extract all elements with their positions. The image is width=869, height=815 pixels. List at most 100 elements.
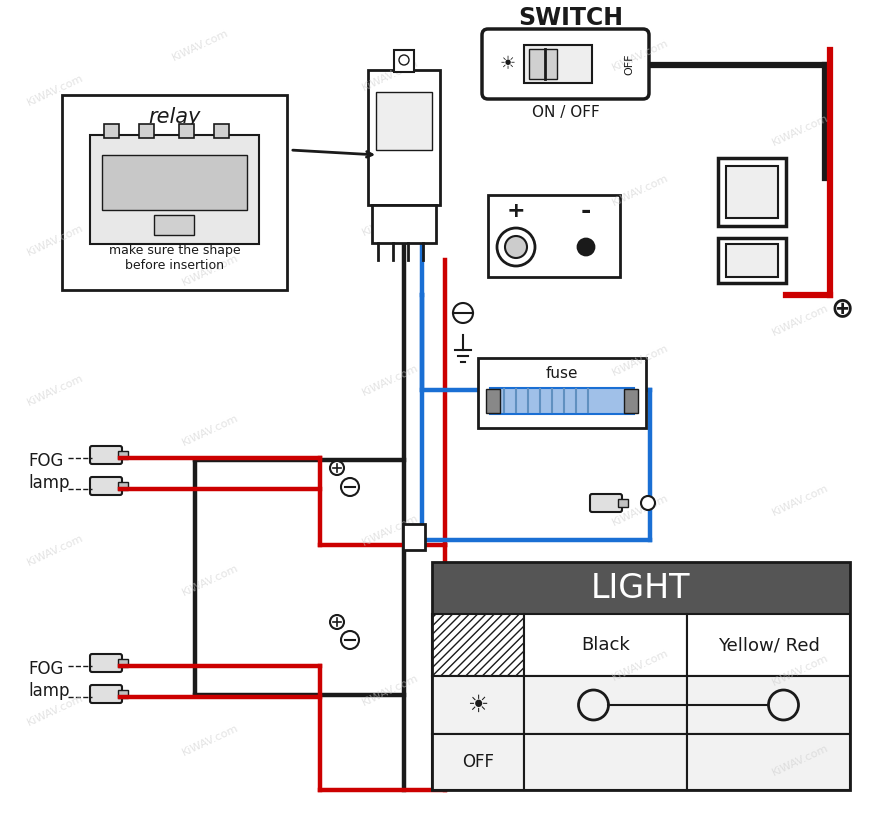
- Text: KiWAV.com: KiWAV.com: [769, 742, 829, 778]
- Bar: [432, 614, 523, 676]
- Text: OFF: OFF: [461, 753, 494, 771]
- Bar: [523, 676, 687, 734]
- Circle shape: [341, 478, 359, 496]
- FancyBboxPatch shape: [90, 685, 122, 703]
- Text: KiWAV.com: KiWAV.com: [609, 173, 669, 208]
- Text: LIGHT: LIGHT: [591, 571, 690, 605]
- Text: KiWAV.com: KiWAV.com: [769, 302, 829, 337]
- Bar: [179, 124, 194, 138]
- Bar: [432, 562, 849, 614]
- Bar: [118, 451, 128, 459]
- Circle shape: [329, 615, 343, 629]
- Text: relay: relay: [148, 107, 201, 127]
- FancyBboxPatch shape: [481, 29, 648, 99]
- Text: KiWAV.com: KiWAV.com: [180, 412, 240, 447]
- FancyBboxPatch shape: [90, 135, 259, 244]
- Text: KiWAV.com: KiWAV.com: [360, 58, 420, 92]
- Bar: [687, 676, 849, 734]
- Bar: [432, 562, 849, 790]
- Bar: [523, 614, 687, 676]
- Text: KiWAV.com: KiWAV.com: [25, 372, 85, 408]
- Circle shape: [640, 496, 654, 510]
- Bar: [486, 389, 500, 413]
- Text: Black: Black: [580, 636, 629, 654]
- Text: KiWAV.com: KiWAV.com: [180, 253, 240, 288]
- Bar: [62, 95, 287, 290]
- Text: KiWAV.com: KiWAV.com: [180, 562, 240, 597]
- Bar: [617, 499, 627, 507]
- Text: KiWAV.com: KiWAV.com: [360, 672, 420, 707]
- Bar: [104, 124, 119, 138]
- Text: KiWAV.com: KiWAV.com: [360, 202, 420, 237]
- Bar: [488, 195, 620, 277]
- Bar: [118, 690, 128, 698]
- Text: KiWAV.com: KiWAV.com: [25, 222, 85, 258]
- Bar: [372, 205, 435, 243]
- Bar: [523, 734, 687, 790]
- Bar: [214, 124, 229, 138]
- Circle shape: [496, 228, 534, 266]
- Text: KiWAV.com: KiWAV.com: [25, 532, 85, 567]
- Text: ON / OFF: ON / OFF: [531, 105, 599, 121]
- Circle shape: [329, 461, 343, 475]
- Bar: [687, 734, 849, 790]
- Text: KiWAV.com: KiWAV.com: [769, 482, 829, 518]
- Circle shape: [399, 55, 408, 65]
- Text: KiWAV.com: KiWAV.com: [25, 73, 85, 108]
- Circle shape: [341, 631, 359, 649]
- Text: KiWAV.com: KiWAV.com: [769, 112, 829, 148]
- Bar: [725, 166, 777, 218]
- Text: ☀: ☀: [500, 55, 515, 73]
- Text: KiWAV.com: KiWAV.com: [769, 653, 829, 688]
- Text: Yellow/ Red: Yellow/ Red: [717, 636, 819, 654]
- Circle shape: [504, 236, 527, 258]
- Bar: [375, 92, 432, 150]
- Bar: [717, 158, 785, 226]
- Text: make sure the shape
before insertion: make sure the shape before insertion: [109, 244, 240, 272]
- Text: KiWAV.com: KiWAV.com: [609, 37, 669, 73]
- Text: +: +: [506, 201, 525, 221]
- Text: ☀: ☀: [467, 693, 488, 717]
- Circle shape: [767, 690, 798, 720]
- Bar: [402, 524, 425, 550]
- Text: KiWAV.com: KiWAV.com: [609, 492, 669, 527]
- Text: fuse: fuse: [545, 365, 578, 381]
- Text: -: -: [580, 199, 591, 223]
- Text: KiWAV.com: KiWAV.com: [609, 648, 669, 682]
- Bar: [687, 614, 849, 676]
- Text: OFF: OFF: [623, 53, 634, 75]
- Bar: [139, 124, 154, 138]
- Bar: [154, 215, 194, 235]
- Text: SWITCH: SWITCH: [517, 6, 622, 30]
- Bar: [523, 45, 591, 83]
- Bar: [717, 238, 785, 283]
- Bar: [368, 70, 440, 205]
- Bar: [432, 734, 523, 790]
- FancyBboxPatch shape: [90, 446, 122, 464]
- Text: KiWAV.com: KiWAV.com: [609, 342, 669, 377]
- FancyBboxPatch shape: [589, 494, 621, 512]
- Text: FOG
lamp: FOG lamp: [28, 452, 70, 492]
- Bar: [432, 676, 523, 734]
- Bar: [102, 155, 247, 210]
- Bar: [528, 49, 556, 79]
- Circle shape: [578, 690, 607, 720]
- Bar: [725, 244, 777, 277]
- Text: ⊕: ⊕: [829, 294, 852, 322]
- Circle shape: [577, 239, 594, 255]
- Bar: [118, 659, 128, 667]
- Text: KiWAV.com: KiWAV.com: [360, 363, 420, 398]
- Text: KiWAV.com: KiWAV.com: [180, 723, 240, 757]
- Circle shape: [453, 303, 473, 323]
- FancyBboxPatch shape: [90, 654, 122, 672]
- Bar: [489, 388, 634, 414]
- FancyBboxPatch shape: [90, 477, 122, 495]
- Bar: [394, 50, 414, 72]
- Text: KiWAV.com: KiWAV.com: [25, 693, 85, 728]
- Bar: [118, 482, 128, 490]
- Bar: [623, 389, 637, 413]
- Bar: [477, 358, 646, 428]
- Text: KiWAV.com: KiWAV.com: [360, 513, 420, 548]
- Text: FOG
lamp: FOG lamp: [28, 660, 70, 700]
- Text: KiWAV.com: KiWAV.com: [170, 28, 229, 63]
